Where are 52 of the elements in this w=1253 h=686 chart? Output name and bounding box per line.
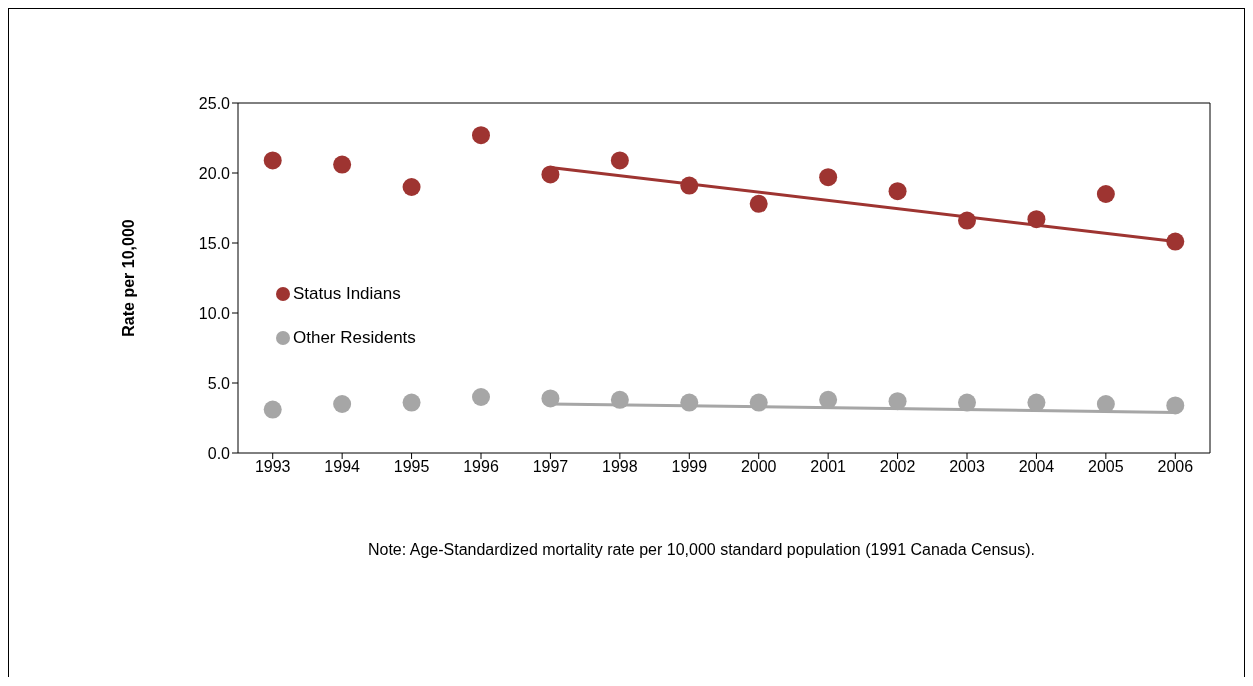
point [958,211,976,230]
point [1027,210,1046,229]
y-tick-label: 20.0 [198,164,231,182]
point [1096,185,1115,203]
x-tick-label: 1993 [254,458,291,476]
point [819,390,838,409]
point [1096,395,1115,413]
point [333,155,352,174]
point [263,151,282,170]
point [402,393,421,412]
point [680,176,699,195]
x-tick-label: 2004 [1018,458,1055,476]
point [680,393,699,412]
point [472,126,490,145]
x-tick-label: 2006 [1157,458,1194,476]
legend-label: Other Residents [293,328,416,348]
x-tick-label: 1996 [463,458,499,476]
x-tick-label: 1998 [602,458,638,476]
x-tick-label: 2002 [879,458,916,476]
point [541,389,560,408]
x-tick-label: 2001 [810,458,847,476]
x-tick-label: 2005 [1088,458,1124,476]
y-tick-label: 10.0 [198,304,231,322]
point [610,390,629,409]
y-tick-label: 5.0 [207,374,231,392]
point [1166,232,1185,251]
point [333,395,352,413]
y-axis-title: Rate per 10,000 [119,219,137,337]
point [472,388,490,406]
point [888,182,907,201]
x-tick-label: 1994 [324,458,361,476]
point [402,178,421,196]
point [749,393,768,412]
x-tick-label: 2003 [949,458,985,476]
x-tick-label: 1999 [671,458,708,476]
point [1027,393,1046,412]
x-tick-label: 2000 [740,458,777,476]
point [1166,396,1185,415]
point [749,194,768,213]
y-tick-label: 0.0 [207,444,231,462]
point [263,400,282,419]
point [610,151,629,170]
x-tick-label: 1995 [393,458,430,476]
point [819,168,838,187]
point [541,165,560,184]
text: Note: Age-Standardized mortality rate per 10,000 standard population (1991 Canada Census). [366,541,1037,559]
point [958,393,976,412]
y-tick-label: 25.0 [198,94,231,112]
x-tick-label: 1997 [532,458,569,476]
point [888,392,907,411]
y-tick-label: 15.0 [198,234,231,252]
legend-label: Status Indians [293,284,401,304]
